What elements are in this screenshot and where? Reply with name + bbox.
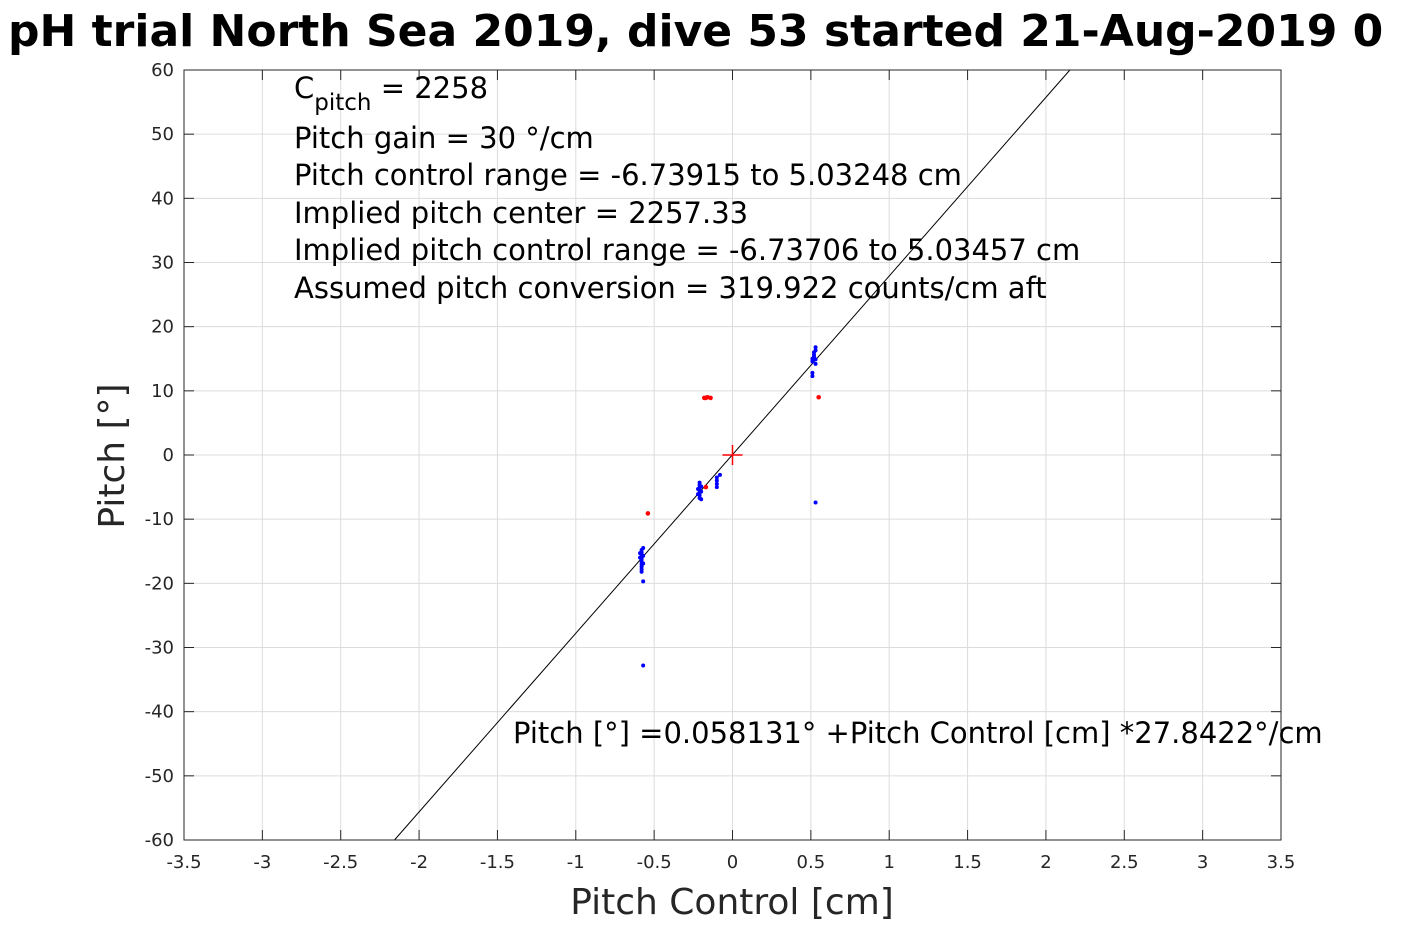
x-tick-label: 0 — [727, 852, 738, 873]
x-tick-label: -3 — [253, 852, 271, 873]
x-tick-label: -2.5 — [323, 852, 358, 873]
blue-data-point — [641, 561, 646, 566]
blue-data-point — [813, 500, 818, 505]
annotation-c-symbol: C — [294, 71, 314, 105]
blue-data-point — [813, 345, 818, 350]
x-tick-label: -2 — [410, 852, 428, 873]
blue-data-point — [813, 357, 818, 362]
chart-title: pH trial North Sea 2019, dive 53 started… — [8, 6, 1383, 57]
blue-data-point — [714, 485, 719, 490]
blue-data-point — [699, 489, 704, 494]
y-tick-label: -40 — [145, 702, 174, 723]
red-data-point — [816, 394, 821, 400]
annotation-c-pitch: Cpitch = 2258 — [294, 71, 488, 116]
fit-equation-annotation: Pitch [°] =0.058131° +Pitch Control [cm]… — [513, 716, 1323, 750]
x-tick-label: 0.5 — [797, 852, 826, 873]
x-tick-label: -3.5 — [166, 852, 201, 873]
blue-data-point — [810, 374, 815, 379]
blue-data-point — [641, 579, 646, 584]
blue-data-point — [810, 370, 815, 375]
blue-data-point — [639, 569, 644, 574]
y-tick-label: -60 — [145, 830, 174, 851]
y-axis-label: Pitch [°] — [92, 383, 133, 528]
y-tick-label: 30 — [151, 253, 174, 274]
y-tick-label: 50 — [151, 124, 174, 145]
blue-data-point — [696, 492, 701, 497]
annotation-pitch-gain: Pitch gain = 30 °/cm — [294, 121, 594, 155]
blue-data-point — [641, 546, 646, 551]
blue-data-point — [714, 478, 719, 483]
x-tick-label: 2 — [1040, 852, 1051, 873]
center-marker-group — [722, 445, 743, 465]
y-tick-label: -30 — [145, 638, 174, 659]
y-tick-label: 10 — [151, 381, 174, 402]
y-tick-label: 60 — [151, 60, 174, 81]
blue-data-point — [641, 553, 646, 558]
x-tick-label: 3.5 — [1267, 852, 1296, 873]
data-points — [638, 345, 821, 668]
annotation-c-value: = 2258 — [371, 71, 488, 105]
annotation-pitch-conversion: Assumed pitch conversion = 319.922 count… — [294, 271, 1047, 305]
axis-ticks: -3.5 -3 -2.5 -2 -1.5 -1 -0.5 0 0.5 1 1.5 2 2.5 3 3.5 -6… — [145, 60, 1296, 873]
x-tick-label: 1.5 — [953, 852, 982, 873]
y-tick-label: -50 — [145, 766, 174, 787]
blue-data-point — [699, 497, 704, 502]
info-annotation: Cpitch = 2258 Pitch gain = 30 °/cm Pitch… — [294, 71, 1080, 305]
x-tick-label: 2.5 — [1110, 852, 1139, 873]
annotation-implied-center: Implied pitch center = 2257.33 — [294, 196, 748, 230]
blue-data-point — [638, 555, 643, 560]
blue-data-point — [714, 475, 719, 480]
y-tick-label: -20 — [145, 573, 174, 594]
blue-data-point — [696, 487, 701, 492]
y-tick-label: -10 — [145, 509, 174, 530]
blue-data-point — [699, 484, 704, 489]
red-data-point — [703, 484, 709, 490]
red-data-point — [708, 395, 713, 401]
y-tick-label: 40 — [151, 188, 174, 209]
x-tick-label: -1 — [567, 852, 585, 873]
annotation-c-subscript: pitch — [314, 90, 371, 116]
blue-data-point — [717, 472, 722, 477]
y-tick-label: 20 — [151, 317, 174, 338]
blue-data-point — [813, 348, 818, 353]
annotation-implied-range: Implied pitch control range = -6.73706 t… — [294, 233, 1080, 267]
x-tick-label: 3 — [1197, 852, 1208, 873]
blue-data-point — [813, 361, 818, 366]
x-axis-label: Pitch Control [cm] — [570, 882, 894, 923]
blue-data-point — [641, 663, 646, 668]
x-tick-label: -1.5 — [480, 852, 515, 873]
x-tick-label: 1 — [883, 852, 894, 873]
y-tick-label: 0 — [163, 445, 174, 466]
blue-data-point — [714, 481, 719, 486]
x-tick-label: -0.5 — [637, 852, 672, 873]
blue-data-point — [638, 551, 643, 556]
annotation-pitch-control-range: Pitch control range = -6.73915 to 5.0324… — [294, 158, 962, 192]
red-data-point — [645, 511, 651, 516]
